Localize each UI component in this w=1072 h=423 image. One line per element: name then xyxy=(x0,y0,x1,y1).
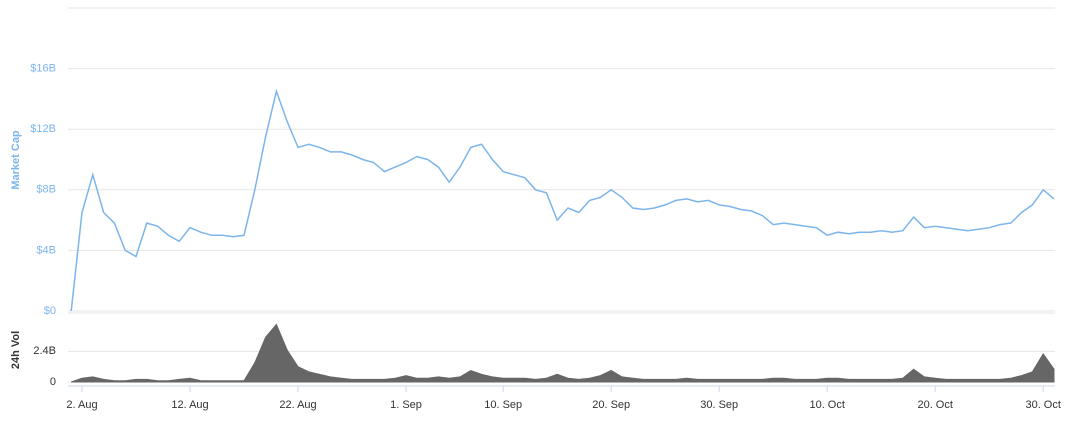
x-tick-label: 20. Oct xyxy=(917,399,952,411)
y-axis-label: 24h Vol xyxy=(10,331,22,369)
y-tick-label: $8B xyxy=(36,184,56,196)
x-tick-label: 22. Aug xyxy=(279,399,316,411)
y-tick-label: $0 xyxy=(44,305,56,317)
y-tick-label: 0 xyxy=(50,376,56,388)
y-tick-label: $4B xyxy=(36,244,56,256)
y-tick-label: $16B xyxy=(30,63,56,75)
x-tick-label: 20. Sep xyxy=(592,399,630,411)
x-tick-label: 2. Aug xyxy=(66,399,97,411)
x-tick-label: 10. Oct xyxy=(809,399,844,411)
x-tick-label: 30. Sep xyxy=(700,399,738,411)
x-tick-label: 12. Aug xyxy=(171,399,208,411)
y-tick-label: 2.4B xyxy=(33,345,56,357)
market-cap-line xyxy=(70,88,1055,312)
x-tick-label: 30. Oct xyxy=(1025,399,1060,411)
x-tick-label: 10. Sep xyxy=(484,399,522,411)
y-axis-label: Market Cap xyxy=(10,130,22,190)
y-tick-label: $12B xyxy=(30,123,56,135)
volume-area xyxy=(71,323,1055,383)
x-tick-label: 1. Sep xyxy=(390,399,422,411)
